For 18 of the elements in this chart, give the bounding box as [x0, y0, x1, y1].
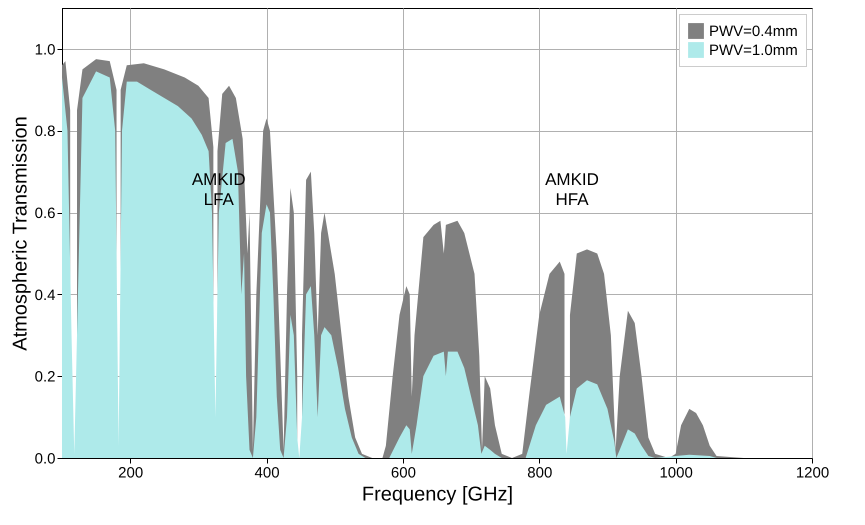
x-tick-label: 400	[254, 464, 280, 482]
y-tick-label: 1.0	[34, 41, 56, 58]
y-tick-label: 0.6	[34, 205, 56, 222]
x-axis-title: Frequency [GHz]	[362, 484, 514, 506]
x-tick-label: 1000	[659, 464, 693, 482]
legend-label: PWV=0.4mm	[709, 23, 798, 40]
x-tick-label: 600	[390, 464, 416, 482]
annotation: AMKID LFA	[192, 170, 246, 209]
x-tick-label: 200	[118, 464, 144, 482]
y-axis-title: Atmospheric Transmission	[10, 116, 32, 351]
x-tick-label: 800	[527, 464, 552, 482]
legend-label: PWV=1.0mm	[709, 42, 798, 59]
y-tick-label: 0.0	[34, 450, 56, 468]
y-tick-label: 0.4	[34, 286, 56, 304]
y-tick-label: 0.2	[34, 368, 56, 386]
x-tick-label: 1200	[796, 464, 830, 482]
annotation: AMKID HFA	[545, 170, 599, 209]
y-tick-label: 0.8	[34, 123, 56, 140]
